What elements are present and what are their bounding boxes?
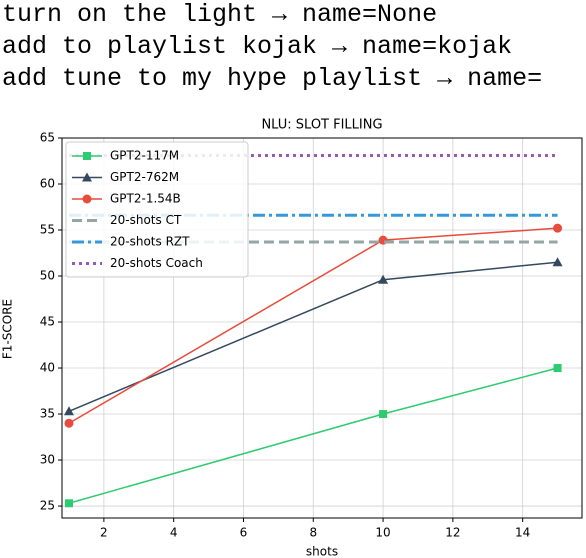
x-tick-label: 12 bbox=[445, 526, 460, 540]
y-tick-label: 30 bbox=[40, 453, 55, 467]
legend-label: GPT2-1.54B bbox=[110, 192, 181, 206]
x-tick-label: 4 bbox=[170, 526, 178, 540]
legend-label: 20-shots Coach bbox=[110, 256, 203, 270]
y-axis-label: F1-SCORE bbox=[1, 299, 15, 359]
example-line: add tune to my hype playlist → name= bbox=[2, 64, 543, 93]
y-tick-label: 65 bbox=[40, 131, 55, 145]
legend-label: 20-shots RZT bbox=[110, 235, 190, 249]
marker bbox=[82, 194, 92, 204]
x-tick-label: 2 bbox=[100, 526, 108, 540]
marker bbox=[63, 406, 74, 416]
marker bbox=[64, 499, 73, 508]
marker bbox=[64, 418, 74, 428]
x-tick-label: 8 bbox=[309, 526, 317, 540]
marker bbox=[83, 152, 91, 160]
legend: GPT2-117M GPT2-762M GPT2-1.54B 20-shots CT 2… bbox=[65, 141, 249, 278]
chart-title: NLU: SLOT FILLING bbox=[261, 118, 382, 133]
y-tick-label: 40 bbox=[40, 361, 55, 375]
x-tick-label: 10 bbox=[375, 526, 390, 540]
x-axis-label: shots bbox=[306, 545, 338, 558]
y-tick-label: 60 bbox=[40, 177, 55, 191]
marker bbox=[553, 223, 563, 233]
marker bbox=[553, 364, 562, 373]
marker bbox=[82, 172, 92, 182]
y-tick-label: 25 bbox=[40, 499, 55, 513]
legend-label: 20-shots CT bbox=[110, 213, 182, 227]
y-tick-label: 55 bbox=[40, 223, 55, 237]
example-line: add to playlist kojak → name=kojak bbox=[2, 32, 513, 61]
legend-frame bbox=[65, 141, 249, 278]
y-tick-label: 35 bbox=[40, 407, 55, 421]
y-tick-label: 45 bbox=[40, 315, 55, 329]
x-tick-label: 14 bbox=[515, 526, 530, 540]
marker bbox=[552, 257, 563, 267]
marker bbox=[379, 410, 388, 419]
legend-label: GPT2-762M bbox=[110, 170, 179, 184]
chart: NLU: SLOT FILLING shots F1-SCORE 25 30 35 4… bbox=[1, 118, 583, 558]
legend-label: GPT2-117M bbox=[110, 149, 179, 163]
example-line: turn on the light → name=None bbox=[2, 0, 438, 29]
x-tick-label: 6 bbox=[240, 526, 248, 540]
marker bbox=[378, 274, 389, 284]
plot-frame bbox=[61, 137, 583, 519]
y-tick-label: 50 bbox=[40, 269, 55, 283]
